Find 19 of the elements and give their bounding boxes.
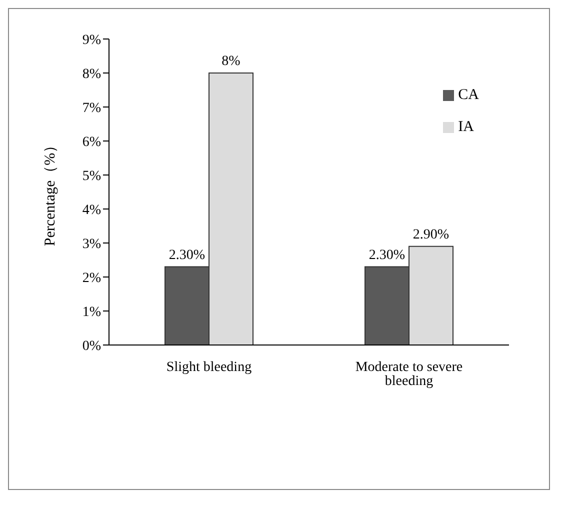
x-tick-label: Slight bleeding [166,360,252,375]
y-tick-label: 3% [82,236,102,252]
data-label: 2.30% [168,248,206,263]
legend-label: IA [458,119,474,135]
y-tick-label: 4% [82,202,102,218]
data-label: 2.90% [412,227,450,242]
y-axis-title: Percentage（%） [42,138,58,246]
data-label: 8% [222,54,241,69]
y-tick-label: 1% [82,304,102,320]
y-tick-label: 8% [82,66,102,82]
x-tick-label: Moderate to severe bleeding [355,360,463,389]
y-tick-label: 0% [82,338,102,354]
y-tick-label: 5% [82,168,102,184]
y-tick-label: 7% [82,100,102,116]
y-tick-label: 6% [82,134,102,150]
data-label: 2.30% [368,248,406,263]
y-tick-label: 9% [82,32,102,48]
y-tick-label: 2% [82,270,102,286]
legend-label: CA [458,87,479,103]
